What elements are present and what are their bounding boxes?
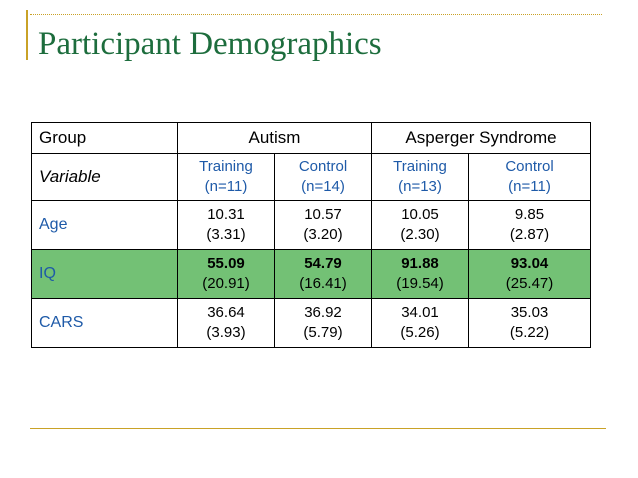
subcolumn-header: Training (n=13)	[371, 153, 469, 201]
demographics-table: Group Autism Asperger Syndrome Variable …	[31, 122, 591, 348]
table-cell: 10.31 (3.31)	[177, 200, 275, 250]
cell-sd: (5.26)	[400, 324, 440, 341]
group-header-autism: Autism	[177, 122, 372, 154]
subcolumn-name: Training	[393, 158, 447, 175]
table-cell: 10.57 (3.20)	[274, 200, 372, 250]
table-row-cars: CARS 36.64 (3.93) 36.92 (5.79) 34.01 (5.26)…	[31, 298, 591, 348]
cell-sd: (3.93)	[206, 324, 246, 341]
cell-mean: 10.05	[401, 206, 439, 223]
cell-mean: 36.64	[207, 304, 245, 321]
cell-mean: 91.88	[401, 255, 439, 272]
group-header-row: Group Autism Asperger Syndrome	[31, 122, 591, 154]
subcolumn-header: Control (n=14)	[274, 153, 372, 201]
cell-mean: 10.57	[304, 206, 342, 223]
cell-sd: (19.54)	[396, 275, 444, 292]
left-accent-rule	[26, 10, 28, 60]
table-cell: 54.79 (16.41)	[274, 249, 372, 299]
subcolumn-name: Training	[199, 158, 253, 175]
cell-sd: (20.91)	[202, 275, 250, 292]
cell-mean: 55.09	[207, 255, 245, 272]
cell-sd: (3.31)	[206, 226, 246, 243]
top-dotted-rule	[30, 14, 602, 15]
cell-mean: 9.85	[514, 206, 545, 223]
subcolumn-n: (n=14)	[301, 178, 345, 195]
row-label: IQ	[31, 249, 178, 299]
cell-sd: (5.79)	[303, 324, 343, 341]
row-label: CARS	[31, 298, 178, 348]
cell-sd: (16.41)	[299, 275, 347, 292]
cell-sd: (2.30)	[400, 226, 440, 243]
table-cell: 93.04 (25.47)	[468, 249, 591, 299]
cell-mean: 36.92	[304, 304, 342, 321]
group-header-label: Group	[31, 122, 178, 154]
cell-sd: (3.20)	[303, 226, 343, 243]
cell-mean: 34.01	[401, 304, 439, 321]
cell-mean: 54.79	[304, 255, 342, 272]
cell-sd: (5.22)	[509, 324, 550, 341]
table-cell: 36.64 (3.93)	[177, 298, 275, 348]
cell-mean: 35.03	[510, 304, 549, 321]
table-row-age: Age 10.31 (3.31) 10.57 (3.20) 10.05 (2.30) …	[31, 200, 591, 250]
subcolumn-n: (n=11)	[508, 178, 551, 195]
subcolumn-name: Control	[505, 158, 554, 175]
table-cell: 55.09 (20.91)	[177, 249, 275, 299]
subcolumn-header: Control (n=11)	[468, 153, 591, 201]
subcolumn-n: (n=11)	[204, 178, 248, 195]
variable-header-row: Variable Training (n=11) Control (n=14) …	[31, 153, 591, 201]
subcolumn-header: Training (n=11)	[177, 153, 275, 201]
table-row-iq: IQ 55.09 (20.91) 54.79 (16.41) 91.88 (19.54…	[31, 249, 591, 299]
table-cell: 36.92 (5.79)	[274, 298, 372, 348]
table-cell: 34.01 (5.26)	[371, 298, 469, 348]
table-cell: 10.05 (2.30)	[371, 200, 469, 250]
variable-header-label: Variable	[31, 153, 178, 201]
subcolumn-n: (n=13)	[398, 178, 442, 195]
cell-mean: 10.31	[207, 206, 245, 223]
subcolumn-name: Control	[298, 158, 348, 175]
table-cell: 91.88 (19.54)	[371, 249, 469, 299]
bottom-rule	[30, 428, 606, 429]
slide-title: Participant Demographics	[38, 26, 382, 62]
group-header-asperger: Asperger Syndrome	[371, 122, 591, 154]
row-label: Age	[31, 200, 178, 250]
cell-mean: 93.04	[510, 255, 549, 272]
table-cell: 35.03 (5.22)	[468, 298, 591, 348]
table-cell: 9.85 (2.87)	[468, 200, 591, 250]
cell-sd: (25.47)	[505, 275, 554, 292]
cell-sd: (2.87)	[509, 226, 550, 243]
